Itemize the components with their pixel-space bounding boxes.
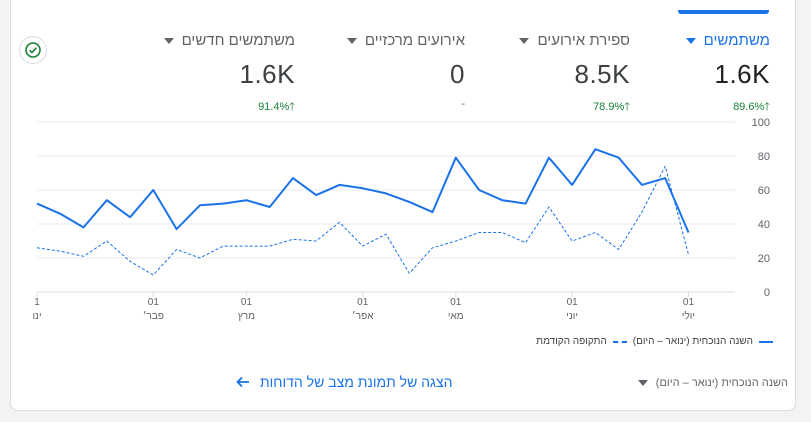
date-range-selector[interactable]: השנה הנוכחית (ינואר – היום) [608, 377, 788, 389]
x-tick-day: 01 [148, 297, 160, 308]
metric-change-value: 89.6% [733, 101, 765, 113]
x-tick-day: 01 [241, 297, 253, 308]
metric-new-users[interactable]: משתמשים חדשים 1.6K 91.4%🡑 [145, 32, 295, 117]
y-tick-label: 80 [758, 151, 770, 163]
snapshot-link-label: הצגה של תמונת מצב של הדוחות [260, 374, 453, 390]
y-tick-label: 0 [764, 287, 770, 299]
caret-down-icon [685, 37, 696, 44]
check-circle-glyph [25, 42, 41, 58]
metric-title: משתמשים חדשים [145, 32, 295, 49]
x-tick-day: 01 [683, 297, 695, 308]
x-tick-day: 01 [567, 297, 579, 308]
x-tick-month: יולי [682, 310, 695, 322]
metric-change-value: - [461, 98, 465, 110]
metric-change: 78.9%🡑 [480, 98, 630, 117]
x-tick-month: מרץ [238, 311, 255, 322]
date-range-label: השנה הנוכחית (ינואר – היום) [655, 377, 788, 389]
metric-change-value: 91.4% [258, 101, 290, 113]
metric-title: משתמשים [620, 32, 770, 49]
caret-down-icon [346, 37, 357, 44]
caret-down-icon [637, 380, 648, 386]
x-tick-day: 01 [357, 297, 369, 308]
metric-label: אירועים מרכזיים [364, 32, 465, 49]
legend-solid-swatch [759, 340, 773, 343]
view-reports-snapshot-link[interactable]: הצגה של תמונת מצב של הדוחות [236, 374, 452, 390]
metric-key-events[interactable]: אירועים מרכזיים 0 - [315, 32, 465, 110]
y-tick-label: 60 [758, 185, 770, 197]
previous-period-line [36, 165, 689, 276]
metric-value: 0 [450, 59, 465, 89]
metric-value: 8.5K [574, 59, 630, 89]
chart-legend: השנה הנוכחית (ינואר – היום) התקופה הקודמ… [505, 336, 773, 347]
metric-title: אירועים מרכזיים [315, 32, 465, 49]
check-circle-icon[interactable] [19, 36, 47, 64]
metric-value: 1.6K [714, 59, 770, 89]
x-tick-month: יוני [566, 311, 578, 322]
x-tick-day: 01 [450, 297, 462, 308]
current-period-line [36, 148, 690, 233]
metric-label: ספירת אירועים [537, 32, 630, 49]
y-tick-label: 40 [758, 219, 770, 231]
caret-down-icon [519, 37, 530, 44]
y-tick-label: 20 [758, 253, 770, 265]
metric-event-count[interactable]: ספירת אירועים 8.5K 78.9%🡑 [480, 32, 630, 117]
metric-users[interactable]: משתמשים 1.6K 89.6%🡑 [620, 32, 770, 117]
arrow-up-icon: 🡑 [624, 101, 630, 113]
x-tick-month: פבר׳ [143, 311, 164, 322]
arrow-up-icon: 🡑 [289, 101, 295, 113]
x-tick-month: ינו [32, 311, 41, 322]
legend-current: השנה הנוכחית (ינואר – היום) [632, 336, 753, 347]
active-tab-indicator [678, 10, 769, 14]
metric-title: ספירת אירועים [480, 32, 630, 49]
metric-value: 1.6K [239, 59, 295, 89]
x-tick-month: אפר׳ [352, 311, 374, 322]
arrow-up-icon: 🡑 [764, 101, 770, 113]
caret-down-icon [163, 37, 174, 44]
metric-label: משתמשים [703, 32, 770, 49]
legend-dashed-swatch [612, 340, 627, 343]
metric-change: 89.6%🡑 [620, 98, 770, 117]
metric-change-value: 78.9% [593, 101, 625, 113]
x-tick-day: 1 [34, 297, 40, 308]
y-tick-label: 100 [752, 117, 770, 129]
arrow-left-icon [236, 376, 249, 388]
metric-change: 91.4%🡑 [145, 98, 295, 117]
legend-previous: התקופה הקודמת [536, 336, 607, 347]
metric-change: - [315, 98, 465, 110]
x-tick-month: מאי [448, 311, 464, 322]
metric-label: משתמשים חדשים [181, 32, 295, 49]
